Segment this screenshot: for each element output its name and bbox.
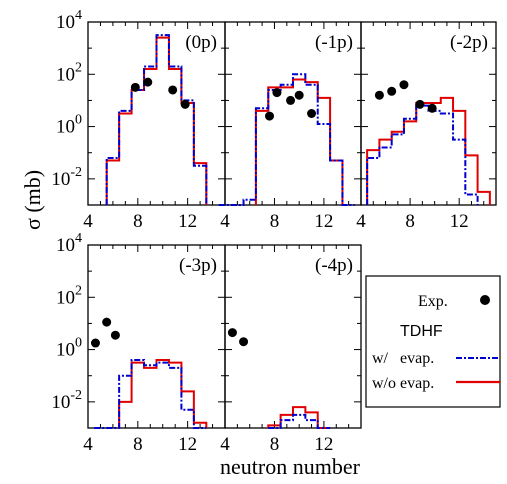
panel-label: (-1p)	[315, 32, 353, 53]
legend-with-evap-label: w/ evap.	[372, 350, 434, 367]
series-with-evap	[105, 34, 208, 205]
panel-5: 4 8 12 (-4p)	[220, 244, 362, 455]
exp-point	[387, 86, 397, 96]
y-tick-label: 102	[56, 283, 82, 308]
series-with-evap	[218, 73, 355, 206]
legend-exp-marker	[480, 295, 490, 305]
x-tick-label: 4	[220, 211, 230, 232]
panel-label: (-2p)	[450, 32, 488, 53]
x-tick-label: 4	[83, 211, 93, 232]
legend-exp-label: Exp.	[418, 293, 448, 310]
exp-point	[130, 82, 140, 92]
exp-point	[143, 77, 153, 87]
x-tick-label: 8	[270, 434, 280, 455]
exp-point	[294, 90, 304, 100]
exp-point	[180, 99, 190, 109]
series-without-evap	[366, 96, 491, 205]
y-tick-label: 100	[56, 113, 82, 138]
exp-point	[90, 338, 100, 348]
y-tick-label: 104	[56, 8, 82, 33]
panel-3: 4 8 12 (-2p)	[356, 21, 497, 232]
panel-frame	[224, 244, 362, 429]
exp-point	[110, 330, 120, 340]
x-tick-label: 12	[450, 211, 469, 232]
exp-point	[168, 85, 178, 95]
series-without-evap	[118, 359, 208, 428]
x-tick-label: 4	[356, 211, 366, 232]
x-tick-label: 12	[314, 434, 333, 455]
panel-label: (0p)	[185, 32, 217, 53]
exp-point	[399, 80, 409, 90]
exp-point	[374, 90, 384, 100]
panel-label: (-3p)	[179, 255, 217, 276]
legend-without-evap-label: w/o evap.	[372, 375, 434, 392]
exp-point	[102, 317, 112, 327]
series-without-evap	[254, 78, 344, 205]
exp-point	[286, 95, 296, 105]
exp-point	[227, 328, 237, 338]
series-without-evap	[267, 406, 331, 429]
x-axis-title: neutron number	[220, 454, 361, 479]
x-tick-label: 8	[133, 211, 143, 232]
panel-1: 4 8 12 104 102 100 10-2 (0p)	[51, 8, 226, 232]
y-tick-label: 10-2	[51, 388, 82, 413]
legend-model-header: TDHF	[400, 323, 443, 340]
exp-point	[239, 337, 249, 347]
y-axis-title: σ (mb)	[20, 170, 45, 230]
exp-point	[272, 88, 282, 98]
legend-box	[365, 275, 501, 408]
exp-point	[307, 109, 317, 118]
y-tick-label: 10-2	[51, 165, 82, 190]
x-tick-label: 12	[178, 434, 197, 455]
panel-2: 4 8 12 (-1p)	[218, 21, 362, 232]
panel-label: (-4p)	[315, 255, 353, 276]
x-tick-label: 4	[83, 434, 93, 455]
exp-point	[427, 103, 437, 113]
series-with-evap	[94, 359, 207, 429]
panel-4: 4 8 12 104 102 100 10-2 (-3p)	[51, 231, 226, 455]
x-tick-label: 12	[178, 211, 197, 232]
panel-frame	[360, 21, 497, 206]
x-tick-label: 8	[133, 434, 143, 455]
y-tick-label: 104	[56, 231, 82, 256]
x-tick-label: 12	[314, 211, 333, 232]
series-with-evap	[268, 413, 331, 429]
x-tick-label: 4	[220, 434, 230, 455]
series-with-evap	[366, 104, 479, 205]
exp-point	[415, 99, 425, 109]
x-tick-label: 8	[405, 211, 415, 232]
y-tick-label: 100	[56, 336, 82, 361]
x-tick-label: 8	[270, 211, 280, 232]
exp-point	[265, 111, 275, 121]
y-tick-label: 102	[56, 60, 82, 85]
legend: Exp. TDHF w/ evap. w/o evap.	[365, 275, 501, 408]
